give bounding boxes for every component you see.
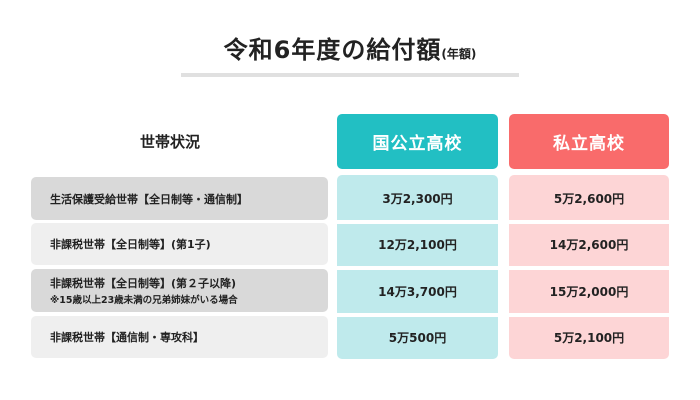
private-school-header: 私立高校 [509,114,669,169]
private-row-divider [509,220,669,224]
public-amount-cell: 12万2,100円 [378,237,457,252]
public-amount-cell: 3万2,300円 [382,191,453,206]
public-amount-cell: 14万3,700円 [378,284,457,299]
public-row-divider [337,220,498,224]
title-main: 令和6年度の給付額 [223,36,442,64]
table-row-label: 非課税世帯【全日制等】(第1子) [31,223,328,265]
household-status-header: 世帯状況 [139,133,200,151]
public-amount-cell: 5万500円 [388,330,447,345]
public-row-divider [337,266,498,270]
row-label-text: 生活保護受給世帯【全日制等・通信制】 [50,192,248,206]
table-row-label: 生活保護受給世帯【全日制等・通信制】 [31,177,328,220]
public-school-header: 国公立高校 [337,114,498,169]
page-title: 令和6年度の給付額(年額) [0,30,700,65]
row-label-text: 非課税世帯【通信制・専攻科】 [50,331,204,344]
private-row-divider [509,266,669,270]
private-amount-cell: 5万2,600円 [553,191,625,206]
table-row-label: 非課税世帯【通信制・専攻科】 [31,316,328,358]
table-row-label: 非課税世帯【全日制等】(第２子以降) ※15歳以上23歳未満の兄弟姉妹がいる場合 [31,269,328,312]
private-amount-cell: 5万2,100円 [553,330,625,345]
title-underline [181,73,519,77]
title-suffix: (年額) [441,47,477,61]
private-amount-cell: 15万2,000円 [549,284,629,299]
public-row-divider [337,313,498,317]
row-label-note: ※15歳以上23歳未満の兄弟姉妹がいる場合 [50,295,238,306]
private-amount-cell: 14万2,600円 [549,237,629,252]
row-label-text: 非課税世帯【全日制等】(第1子) [50,238,211,251]
private-row-divider [509,313,669,317]
row-label-text: 非課税世帯【全日制等】(第２子以降) [50,277,237,290]
